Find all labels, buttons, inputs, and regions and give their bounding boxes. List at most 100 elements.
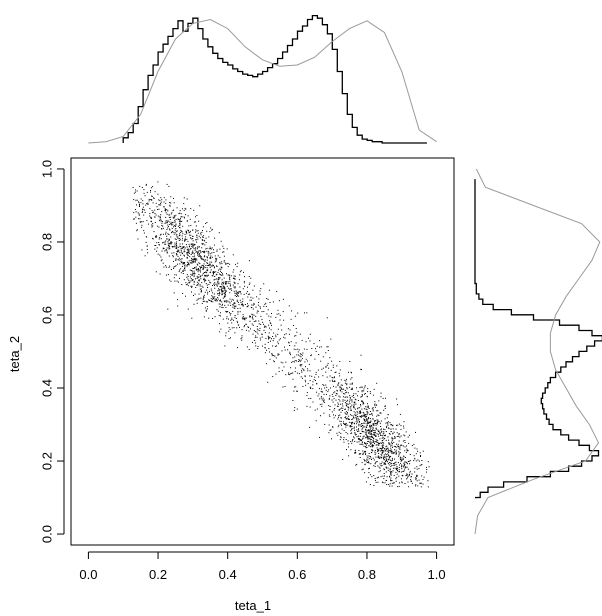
- scatter-point: [213, 252, 215, 253]
- scatter-point: [378, 415, 380, 416]
- scatter-point: [296, 372, 298, 374]
- scatter-point: [382, 446, 384, 448]
- scatter-point: [368, 453, 370, 454]
- scatter-point: [192, 259, 194, 261]
- scatter-point: [327, 391, 329, 393]
- scatter-point: [362, 436, 364, 438]
- scatter-point: [387, 453, 389, 455]
- scatter-point: [192, 244, 194, 246]
- scatter-point: [397, 445, 399, 447]
- scatter-point: [378, 448, 380, 450]
- scatter-point: [394, 437, 396, 439]
- scatter-point: [373, 444, 375, 446]
- scatter-point: [198, 262, 200, 264]
- scatter-point: [236, 296, 237, 297]
- scatter-point: [170, 243, 172, 245]
- scatter-point: [349, 397, 351, 399]
- scatter-point: [217, 255, 219, 257]
- scatter-point: [161, 228, 162, 230]
- scatter-point: [174, 221, 176, 223]
- scatter-point: [381, 451, 383, 453]
- scatter-point: [357, 421, 359, 423]
- scatter-point: [181, 258, 183, 260]
- scatter-point: [159, 200, 161, 202]
- scatter-point: [209, 263, 211, 265]
- scatter-point: [268, 338, 269, 340]
- scatter-point: [343, 430, 345, 432]
- scatter-point: [354, 440, 356, 442]
- scatter-point: [165, 220, 167, 222]
- scatter-point: [191, 317, 193, 319]
- scatter-point: [184, 233, 186, 235]
- scatter-point: [383, 435, 385, 436]
- scatter-point: [356, 426, 357, 428]
- scatter-point: [306, 395, 308, 397]
- scatter-point: [323, 412, 325, 414]
- scatter-point: [399, 457, 401, 459]
- scatter-point: [373, 441, 375, 443]
- scatter-point: [269, 327, 270, 329]
- scatter-point: [298, 360, 300, 362]
- scatter-point: [345, 403, 347, 405]
- scatter-point: [381, 450, 383, 452]
- scatter-point: [218, 288, 219, 290]
- scatter-point: [345, 424, 346, 426]
- scatter-point: [405, 451, 407, 453]
- scatter-point: [408, 442, 410, 444]
- scatter-point: [197, 252, 199, 253]
- scatter-point: [199, 276, 201, 278]
- scatter-point: [210, 256, 211, 258]
- scatter-point: [190, 224, 192, 226]
- scatter-point: [217, 298, 219, 300]
- scatter-point: [247, 326, 249, 328]
- scatter-point: [187, 250, 189, 252]
- scatter-point: [367, 436, 369, 438]
- scatter-point: [344, 393, 346, 395]
- scatter-point: [285, 374, 287, 376]
- scatter-point: [398, 451, 400, 453]
- scatter-point: [220, 268, 222, 270]
- scatter-point: [301, 370, 302, 372]
- scatter-point: [257, 310, 259, 312]
- scatter-point: [221, 294, 223, 296]
- scatter-point: [241, 317, 243, 319]
- scatter-point: [384, 429, 386, 431]
- scatter-point: [428, 466, 430, 468]
- scatter-point: [328, 405, 330, 407]
- scatter-point: [173, 252, 175, 254]
- scatter-point: [222, 283, 224, 285]
- scatter-point: [384, 462, 386, 464]
- scatter-point: [193, 257, 195, 259]
- scatter-point: [362, 402, 364, 403]
- scatter-point: [257, 333, 259, 335]
- scatter-point: [364, 419, 366, 420]
- scatter-point: [221, 279, 223, 281]
- scatter-point: [187, 278, 189, 280]
- scatter-point: [224, 288, 226, 290]
- scatter-point: [421, 475, 423, 477]
- scatter-point: [261, 336, 263, 338]
- scatter-point: [168, 240, 170, 241]
- scatter-point: [368, 461, 369, 463]
- scatter-point: [213, 293, 215, 295]
- scatter-point: [189, 276, 191, 278]
- scatter-point: [369, 441, 371, 443]
- scatter-point: [212, 275, 214, 277]
- scatter-point: [367, 388, 369, 390]
- scatter-point: [297, 361, 299, 362]
- scatter-point: [230, 319, 232, 321]
- scatter-point: [160, 233, 162, 235]
- scatter-point: [213, 267, 215, 269]
- scatter-point: [188, 279, 190, 281]
- scatter-point: [383, 469, 385, 471]
- scatter-point: [168, 216, 170, 218]
- scatter-point: [236, 300, 238, 302]
- scatter-point: [337, 385, 339, 387]
- scatter-point: [387, 467, 389, 469]
- scatter-point: [334, 408, 336, 409]
- scatter-point: [416, 480, 418, 482]
- scatter-point: [409, 460, 411, 462]
- scatter-point: [288, 305, 290, 307]
- scatter-point: [220, 328, 222, 330]
- scatter-point: [207, 274, 209, 276]
